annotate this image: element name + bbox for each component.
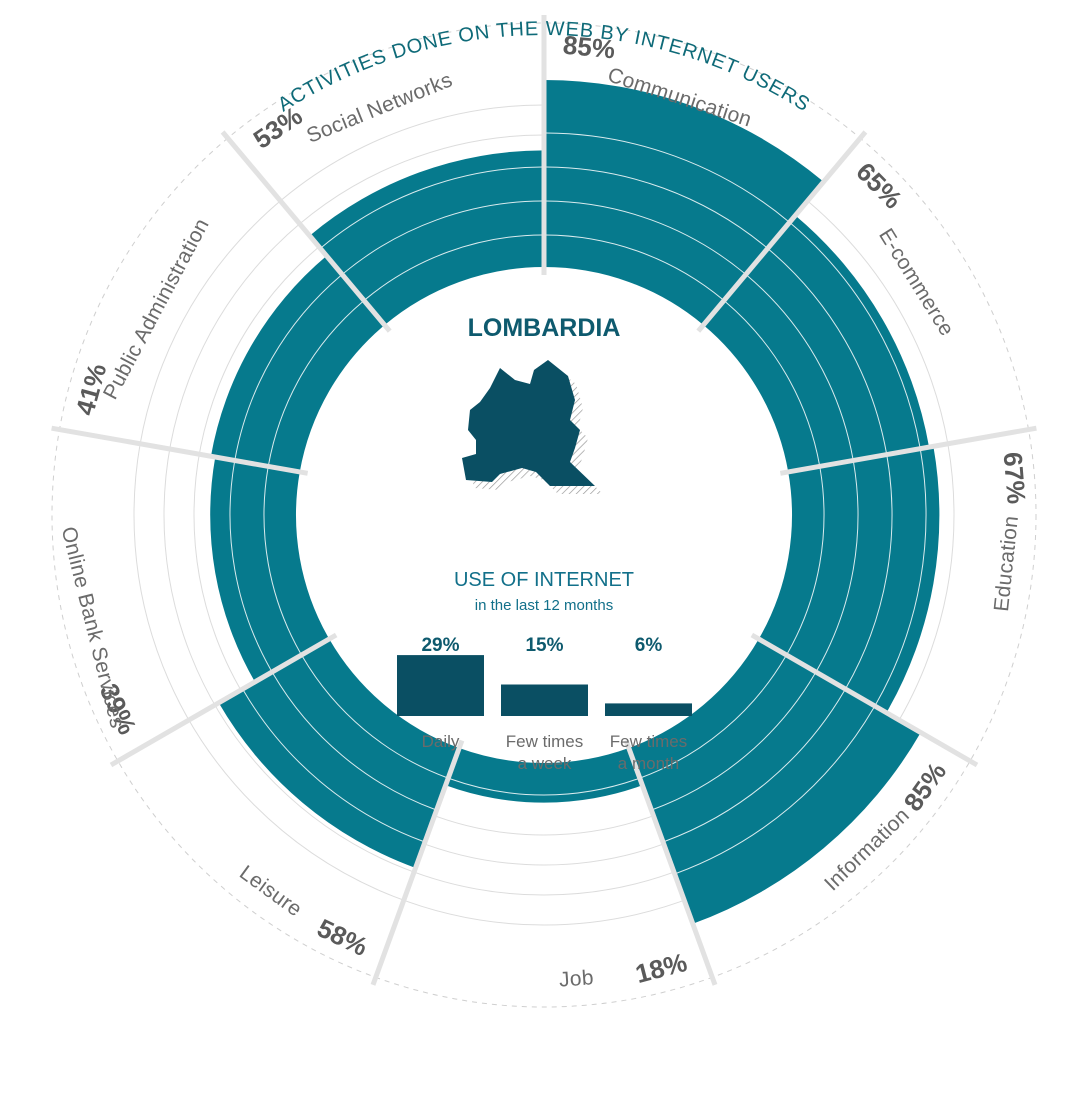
category-label-public-administration: Public Administration	[99, 215, 214, 403]
usage-bar-2	[501, 684, 588, 716]
sector-divider	[109, 632, 338, 768]
sector-dividers	[51, 15, 1037, 986]
usage-bar-1	[397, 655, 484, 716]
bar-ring-line	[845, 456, 893, 688]
value-label-communication: 85%	[562, 30, 617, 65]
bar-ring-line	[301, 656, 448, 779]
bar-ring-line	[268, 301, 364, 466]
bar-ring-line	[790, 223, 921, 447]
bar-ring-line	[229, 462, 272, 671]
category-label-job: Job	[558, 966, 594, 991]
sector-divider	[51, 425, 309, 476]
usage-bar-chart: 29% Daily 15% Few times a week 6% Few times a m…	[397, 635, 692, 773]
bar-ring-line	[652, 673, 816, 810]
value-label-e-commerce: 65%	[850, 156, 908, 214]
usage-label-1-line-1: Daily	[422, 732, 460, 751]
value-label-information: 85%	[898, 757, 953, 817]
bar-ring-line	[768, 249, 887, 453]
bar-ring-line	[343, 200, 543, 274]
usage-bar-3	[605, 703, 692, 716]
category-label-e-commerce: E-commerce	[874, 225, 958, 341]
sector-divider	[220, 130, 392, 333]
bar-ring-line	[263, 467, 302, 654]
bar-ring-line	[243, 690, 424, 842]
sector-divider	[370, 739, 465, 986]
bar-information	[628, 639, 921, 924]
bar-ring-line	[321, 166, 543, 248]
value-label-social-networks: 53%	[248, 100, 308, 154]
bar-ring-line	[724, 301, 820, 466]
bar-e-commerce	[703, 215, 930, 472]
bar-ring-line	[234, 275, 342, 459]
category-label-education: Education	[990, 515, 1023, 613]
bar-ring-line	[676, 707, 875, 874]
sector-divider	[696, 130, 868, 333]
radial-bars	[210, 80, 940, 924]
usage-subtitle: in the last 12 months	[475, 597, 613, 614]
bar-social-networks	[309, 150, 544, 326]
bar-leisure	[218, 639, 460, 868]
bar-ring-line	[449, 778, 639, 796]
usage-title: USE OF INTERNET	[454, 569, 634, 591]
bar-ring-line	[816, 462, 859, 671]
usage-label-3-line-1: Few times	[610, 732, 687, 751]
bar-ring-line	[746, 275, 854, 459]
bar-public-administration	[210, 255, 385, 472]
usage-label-3-line-2: a month	[618, 754, 679, 773]
bar-ring-line	[640, 656, 787, 779]
sector-divider	[623, 739, 718, 986]
lombardia-map-icon	[462, 360, 603, 494]
bar-ring-line	[786, 467, 825, 654]
bar-ring-line	[545, 234, 724, 300]
bar-job	[445, 748, 643, 803]
value-label-leisure: 58%	[313, 913, 373, 962]
sector-divider	[750, 632, 979, 768]
value-label-education: 67%	[998, 451, 1032, 505]
outer-dashed-circle	[51, 22, 1037, 1008]
usage-value-2: 15%	[525, 635, 563, 656]
category-label-leisure: Leisure	[235, 861, 306, 921]
usage-label-2-line-2: a week	[518, 754, 572, 773]
sector-divider	[779, 425, 1037, 476]
bar-ring-line	[875, 450, 927, 705]
category-label-online-bank-services: Online Bank Services	[57, 524, 129, 730]
usage-value-3: 6%	[635, 635, 663, 656]
bar-ring-line	[364, 234, 543, 300]
bar-ring-line	[664, 690, 845, 842]
usage-label-2-line-1: Few times	[506, 732, 583, 751]
value-label-job: 18%	[632, 947, 690, 989]
bar-ring-line	[272, 673, 436, 810]
bar-ring-line	[545, 200, 745, 274]
bar-ring-line	[545, 166, 767, 248]
bar-ring-line	[545, 132, 789, 222]
bar-education	[758, 446, 940, 713]
region-title: LOMBARDIA	[468, 314, 621, 342]
usage-value-1: 29%	[421, 635, 459, 656]
